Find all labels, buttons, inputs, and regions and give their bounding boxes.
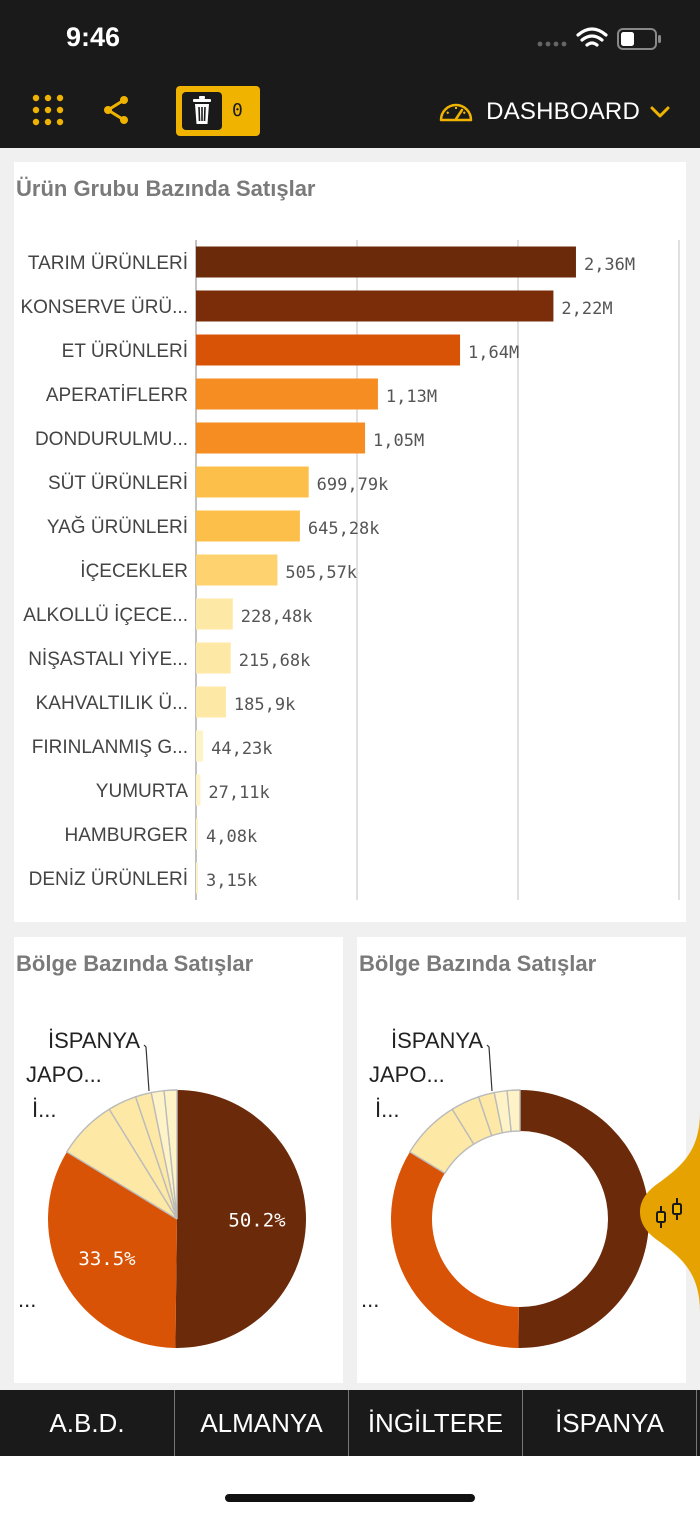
outside-label: İ... (375, 1097, 399, 1122)
bar[interactable] (196, 730, 204, 762)
value-label: 699,79k (317, 475, 389, 495)
pie-slice[interactable] (48, 1151, 178, 1348)
pie-slice[interactable] (506, 1089, 521, 1133)
leader-line (143, 1044, 150, 1092)
pie-slice[interactable] (175, 1090, 307, 1348)
battery-icon (617, 28, 661, 50)
category-label: ALKOLLÜ İÇECE... (23, 605, 188, 626)
bar-chart[interactable]: TARIM ÜRÜNLERİ 2,36M KONSERVE ÜRÜ... 2,22M E… (14, 162, 686, 922)
value-label: 2,22M (561, 299, 612, 319)
dashboard-label: DASHBOARD (486, 98, 640, 125)
wifi-icon (576, 27, 608, 47)
value-label: 2,36M (584, 255, 635, 275)
value-label: 1,13M (386, 387, 437, 407)
category-label: YAĞ ÜRÜNLERİ (47, 516, 188, 538)
dashboard-selector[interactable]: DASHBOARD (438, 92, 670, 132)
category-label: SÜT ÜRÜNLERİ (48, 473, 188, 494)
bar[interactable] (196, 466, 309, 498)
outside-label: İSPANYA (48, 1028, 140, 1053)
leader-line (486, 1044, 493, 1092)
bar[interactable] (196, 686, 226, 718)
bar-chart-card[interactable]: Ürün Grubu Bazında Satışlar TARIM ÜRÜNLE… (14, 162, 686, 922)
top-bar: 9:46 (0, 0, 700, 148)
pie-chart-card[interactable]: Bölge Bazında Satışlar 50.2% 33.5% İSPANYA… (14, 937, 343, 1383)
outside-label: ... (18, 1287, 36, 1312)
pie-chart-title: Bölge Bazında Satışlar (16, 951, 254, 976)
selections-button[interactable]: 0 (176, 86, 260, 136)
bottom-safe-area (0, 1456, 700, 1515)
outside-label: ... (361, 1287, 379, 1312)
value-label: 505,57k (285, 563, 357, 583)
outside-label: İSPANYA (391, 1028, 483, 1053)
value-label: 228,48k (241, 607, 313, 627)
bar[interactable] (196, 334, 461, 366)
category-label: APERATİFLERR (46, 385, 188, 406)
outside-label: JAPO... (369, 1062, 445, 1087)
slice-label: 33.5% (78, 1248, 136, 1270)
value-label: 4,08k (206, 827, 257, 847)
category-label: TARIM ÜRÜNLERİ (28, 253, 188, 274)
gauge-icon (439, 103, 473, 122)
bar[interactable] (196, 510, 300, 542)
side-panel-handle[interactable] (640, 1112, 700, 1312)
status-time: 9:46 (66, 22, 121, 52)
selection-count: 0 (232, 100, 243, 121)
trash-icon (182, 92, 222, 130)
bar[interactable] (196, 642, 231, 674)
bar[interactable] (196, 290, 554, 322)
bar[interactable] (196, 378, 378, 410)
share-icon[interactable] (100, 94, 132, 126)
status-icons (537, 27, 661, 50)
region-tabs: A.B.D. ALMANYA İNGİLTERE İSPANYA (0, 1390, 700, 1456)
value-label: 44,23k (211, 739, 272, 759)
tab-abd[interactable]: A.B.D. (0, 1390, 175, 1456)
tab-ingiltere[interactable]: İNGİLTERE (349, 1390, 523, 1456)
value-label: 645,28k (308, 519, 380, 539)
category-label: HAMBURGER (64, 825, 188, 846)
sliders-icon (656, 1198, 682, 1228)
category-label: KAHVALTILIK Ü... (36, 693, 188, 714)
category-label: DONDURULMU... (35, 429, 188, 450)
slice-label: 50.2% (228, 1210, 286, 1232)
value-label: 1,05M (373, 431, 424, 451)
category-label: ET ÜRÜNLERİ (62, 341, 188, 362)
donut-chart-card[interactable]: Bölge Bazında Satışlar İSPANYA JAPO... İ..… (357, 937, 686, 1383)
apps-grid-icon[interactable] (30, 92, 66, 128)
tab-ispanya[interactable]: İSPANYA (523, 1390, 697, 1456)
value-label: 3,15k (206, 871, 257, 891)
category-label: NİŞASTALI YİYE... (28, 649, 188, 670)
category-label: YUMURTA (96, 781, 189, 802)
outside-label: JAPO... (26, 1062, 102, 1087)
bar-chart-title: Ürün Grubu Bazında Satışlar (16, 176, 316, 201)
bar[interactable] (196, 422, 366, 454)
pie-slice[interactable] (163, 1089, 178, 1220)
bar[interactable] (196, 598, 233, 630)
tab-almanya[interactable]: ALMANYA (175, 1390, 349, 1456)
home-indicator (225, 1494, 475, 1502)
category-label: DENİZ ÜRÜNLERİ (29, 869, 188, 890)
value-label: 27,11k (208, 783, 269, 803)
pie-slice[interactable] (391, 1151, 519, 1348)
category-label: FIRINLANMIŞ G... (32, 737, 188, 758)
donut-chart[interactable]: İSPANYA JAPO... İ...... (357, 937, 686, 1383)
bar[interactable] (196, 246, 576, 278)
donut-chart-title: Bölge Bazında Satışlar (359, 951, 597, 976)
bar[interactable] (196, 774, 201, 806)
bar[interactable] (196, 554, 278, 586)
value-label: 1,64M (468, 343, 519, 363)
value-label: 215,68k (239, 651, 311, 671)
chevron-down-icon (650, 106, 670, 118)
toolbar: 0 DASHBOARD (0, 84, 700, 140)
bar[interactable] (196, 818, 198, 850)
pie-chart[interactable]: 50.2% 33.5% İSPANYA JAPO... İ...... (14, 937, 343, 1383)
signal-icon (537, 41, 567, 47)
category-label: İÇECEKLER (80, 561, 188, 582)
pie-slice[interactable] (518, 1090, 650, 1348)
value-label: 185,9k (234, 695, 295, 715)
category-label: KONSERVE ÜRÜ... (20, 297, 188, 318)
bar[interactable] (196, 862, 198, 894)
outside-label: İ... (32, 1097, 56, 1122)
